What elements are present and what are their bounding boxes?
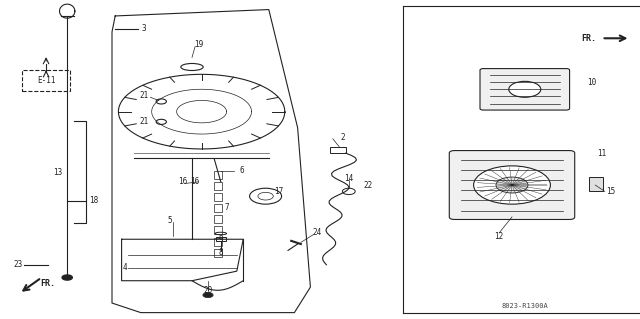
Bar xyxy=(589,177,603,191)
Text: 12: 12 xyxy=(495,232,504,241)
Text: 18: 18 xyxy=(90,197,99,205)
Bar xyxy=(214,171,222,179)
Text: 7: 7 xyxy=(225,203,230,212)
FancyBboxPatch shape xyxy=(22,70,70,91)
Text: FR.: FR. xyxy=(581,34,596,43)
Circle shape xyxy=(474,166,550,204)
Bar xyxy=(214,226,222,234)
Text: 21: 21 xyxy=(140,117,148,126)
Bar xyxy=(214,215,222,223)
Text: 6: 6 xyxy=(239,166,244,175)
Bar xyxy=(214,182,222,190)
Text: 3: 3 xyxy=(141,24,147,33)
Text: 10: 10 xyxy=(588,78,596,87)
Text: 17: 17 xyxy=(274,187,283,196)
Text: 4: 4 xyxy=(122,263,127,272)
Text: 11: 11 xyxy=(597,149,606,158)
Text: 16: 16 xyxy=(178,177,187,186)
Text: FR.: FR. xyxy=(40,279,56,288)
Text: 2: 2 xyxy=(340,133,345,142)
Text: E-11: E-11 xyxy=(37,76,55,85)
Text: 13: 13 xyxy=(53,168,62,177)
Text: 24: 24 xyxy=(312,228,321,237)
Text: 9: 9 xyxy=(218,235,223,244)
Bar xyxy=(330,147,346,153)
Text: 22: 22 xyxy=(364,181,372,189)
Circle shape xyxy=(203,293,213,298)
Text: 14: 14 xyxy=(344,174,353,183)
Text: 16: 16 xyxy=(191,177,200,186)
Bar xyxy=(214,238,222,246)
Text: 19: 19 xyxy=(194,40,203,49)
FancyBboxPatch shape xyxy=(480,69,570,110)
Bar xyxy=(214,193,222,201)
Circle shape xyxy=(496,177,528,193)
Bar xyxy=(214,204,222,212)
Text: 21: 21 xyxy=(140,91,148,100)
Text: 20: 20 xyxy=(204,286,212,295)
Bar xyxy=(214,249,222,257)
FancyBboxPatch shape xyxy=(449,151,575,219)
Bar xyxy=(216,237,226,241)
Text: 8: 8 xyxy=(218,248,223,256)
Text: 5: 5 xyxy=(167,216,172,225)
Circle shape xyxy=(509,81,541,97)
Text: 8023-R1300A: 8023-R1300A xyxy=(501,303,548,309)
Text: 15: 15 xyxy=(607,187,616,196)
Circle shape xyxy=(62,275,72,280)
Text: 23: 23 xyxy=(13,260,22,269)
